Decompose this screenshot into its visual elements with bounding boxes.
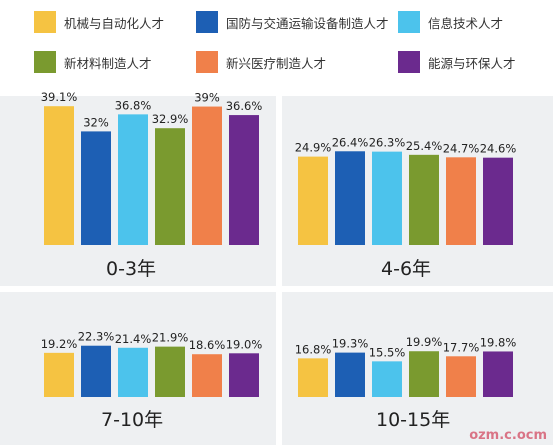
bar (298, 358, 328, 397)
legend-swatch (398, 11, 420, 33)
legend-swatch (34, 11, 56, 33)
bar (118, 347, 148, 397)
bar-data-label: 39% (194, 91, 220, 105)
bar (229, 115, 259, 245)
legend-swatch (34, 51, 56, 73)
legend-swatch (196, 51, 218, 73)
bar-data-label: 19.2% (41, 337, 78, 351)
bar (409, 154, 439, 245)
legend-item: 新材料制造人才 (34, 50, 152, 74)
bar (409, 351, 439, 397)
bar-data-label: 26.3% (369, 136, 406, 150)
bar (192, 106, 222, 245)
bar-data-label: 21.9% (152, 331, 189, 345)
legend-label: 新材料制造人才 (64, 55, 152, 71)
bar-data-label: 15.5% (369, 345, 406, 359)
bar-data-label: 36.8% (115, 98, 152, 112)
chart-title-0-3: 0-3年 (106, 258, 157, 280)
legend-item: 机械与自动化人才 (34, 10, 164, 34)
bar-data-label: 32% (83, 115, 109, 129)
bar (118, 114, 148, 245)
bar-data-label: 17.7% (443, 340, 480, 354)
chart-title-10-15: 10-15年 (376, 409, 451, 431)
legend-label: 能源与环保人才 (428, 55, 516, 71)
bar-data-label: 32.9% (152, 112, 189, 126)
bar (155, 346, 185, 397)
bar (81, 345, 111, 397)
legend-item: 能源与环保人才 (398, 50, 516, 74)
legend-label: 新兴医疗制造人才 (226, 55, 327, 71)
bar (372, 361, 402, 397)
legend-item: 信息技术人才 (398, 10, 503, 34)
bar-data-label: 36.6% (226, 99, 263, 113)
bar-data-label: 21.4% (115, 332, 152, 346)
chart-title-7-10: 7-10年 (101, 409, 164, 431)
bar-data-label: 39.1% (41, 90, 78, 104)
bar (298, 156, 328, 245)
legend-swatch (398, 51, 420, 73)
bar (335, 352, 365, 397)
bar (372, 151, 402, 245)
bar-data-label: 24.6% (480, 142, 517, 156)
bar-data-label: 16.8% (295, 342, 332, 356)
bar (446, 356, 476, 397)
bar-data-label: 19.0% (226, 337, 263, 351)
legend-item: 新兴医疗制造人才 (196, 50, 326, 74)
bar (192, 354, 222, 397)
bar (335, 151, 365, 245)
bar-data-label: 26.4% (332, 135, 369, 149)
bar (155, 128, 185, 245)
watermark-logo: ozm.c.ocm (469, 428, 547, 443)
bar-data-label: 19.8% (480, 335, 517, 349)
bar-data-label: 24.9% (295, 141, 332, 155)
bar (229, 353, 259, 397)
bar-data-label: 19.3% (332, 337, 369, 351)
legend-item: 国防与交通运输设备制造人才 (196, 10, 389, 34)
legend-label: 信息技术人才 (428, 15, 504, 31)
bar (483, 351, 513, 397)
bar (446, 157, 476, 245)
bar (44, 352, 74, 397)
bar (81, 131, 111, 245)
chart-title-4-6: 4-6年 (381, 258, 432, 280)
bar-data-label: 25.4% (406, 139, 443, 153)
bar (483, 157, 513, 245)
bar (44, 106, 74, 245)
legend: 机械与自动化人才 国防与交通运输设备制造人才 信息技术人才 新材料制造人才 新兴… (0, 0, 553, 95)
legend-label: 机械与自动化人才 (64, 15, 165, 31)
legend-label: 国防与交通运输设备制造人才 (226, 15, 389, 31)
legend-swatch (196, 11, 218, 33)
bar-data-label: 22.3% (78, 330, 115, 344)
bar-data-label: 19.9% (406, 335, 443, 349)
bar-data-label: 18.6% (189, 338, 226, 352)
bar-data-label: 24.7% (443, 141, 480, 155)
